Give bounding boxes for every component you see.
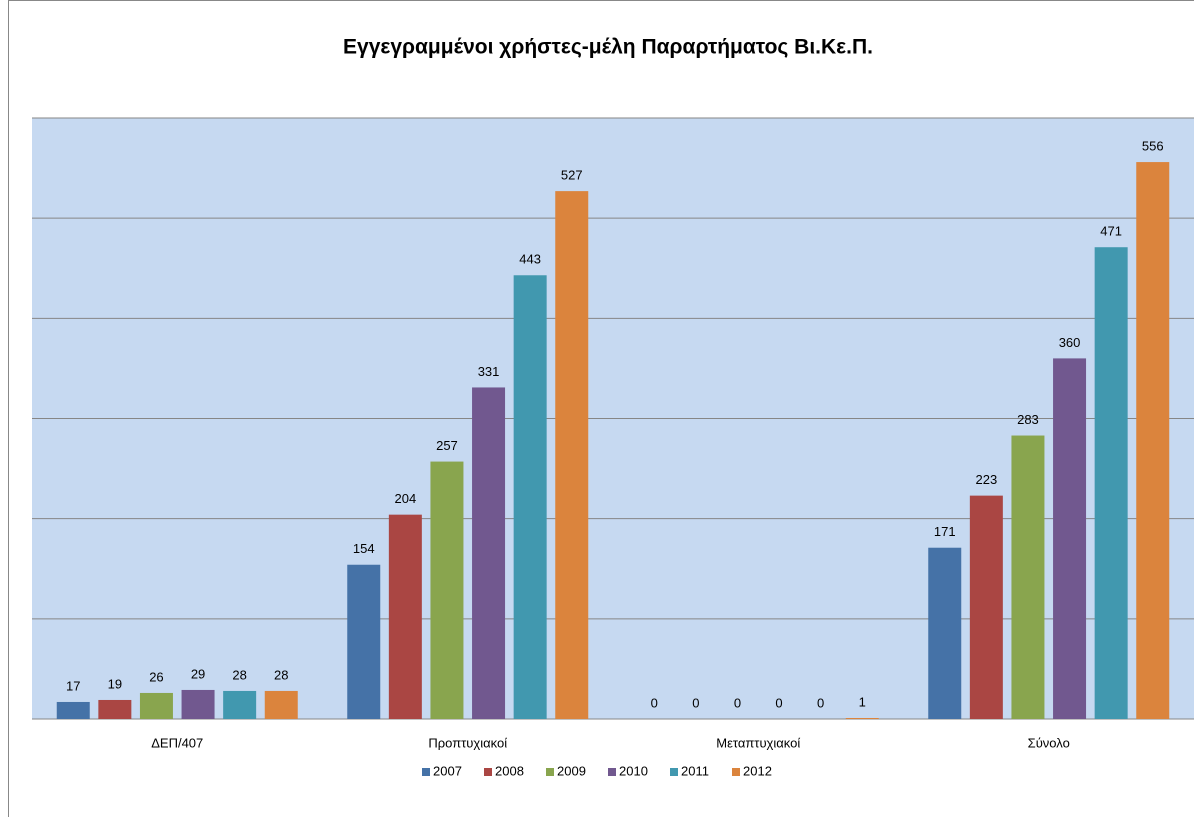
value-label: 527 [561, 168, 583, 183]
value-label: 0 [651, 695, 658, 710]
bar [969, 495, 1003, 719]
value-label: 154 [353, 541, 375, 556]
bar [845, 717, 879, 719]
value-label: 331 [478, 364, 500, 379]
legend-swatch [670, 768, 678, 776]
bar [347, 564, 381, 719]
value-label: 204 [394, 491, 416, 506]
value-label: 0 [692, 695, 699, 710]
x-tick-label: Σύνολο [1028, 735, 1070, 750]
value-label: 283 [1017, 412, 1039, 427]
x-tick-label: Προπτυχιακοί [428, 735, 507, 750]
value-label: 471 [1100, 224, 1122, 239]
x-tick-label: ΔΕΠ/407 [151, 735, 203, 750]
bar [1136, 162, 1170, 719]
value-label: 0 [734, 695, 741, 710]
legend-swatch [732, 768, 740, 776]
value-label: 223 [975, 472, 997, 487]
bar [139, 692, 173, 719]
value-label: 28 [232, 667, 246, 682]
legend-swatch [608, 768, 616, 776]
bar [472, 387, 506, 719]
bar [264, 690, 298, 719]
value-label: 19 [108, 676, 122, 691]
value-label: 171 [934, 524, 956, 539]
value-label: 17 [66, 678, 80, 693]
legend-label: 2010 [619, 763, 648, 778]
value-label: 257 [436, 438, 458, 453]
legend-label: 2007 [433, 763, 462, 778]
value-label: 26 [149, 669, 163, 684]
legend-swatch [546, 768, 554, 776]
bar [513, 275, 547, 719]
bar [1094, 247, 1128, 719]
value-label: 28 [274, 667, 288, 682]
value-label: 443 [519, 252, 541, 267]
bar [388, 514, 422, 719]
bar [223, 690, 257, 719]
legend-swatch [422, 768, 430, 776]
value-label: 360 [1059, 335, 1081, 350]
legend-swatch [484, 768, 492, 776]
legend-label: 2008 [495, 763, 524, 778]
value-label: 0 [775, 695, 782, 710]
bar [555, 191, 589, 719]
x-tick-label: Μεταπτυχιακοί [716, 735, 800, 750]
value-label: 1 [859, 694, 866, 709]
bar [56, 701, 90, 719]
legend-label: 2009 [557, 763, 586, 778]
chart-title: Εγγεγραμμένοι χρήστες-μέλη Παραρτήματος … [343, 36, 873, 59]
bar [928, 547, 962, 719]
bar [1011, 435, 1045, 719]
bar [430, 461, 464, 719]
legend-label: 2011 [681, 763, 709, 778]
value-label: 556 [1142, 139, 1164, 154]
value-label: 29 [191, 666, 205, 681]
value-label: 0 [817, 695, 824, 710]
legend-label: 2012 [743, 763, 772, 778]
bar [181, 689, 215, 719]
bar [1053, 358, 1087, 719]
bar [98, 699, 132, 719]
